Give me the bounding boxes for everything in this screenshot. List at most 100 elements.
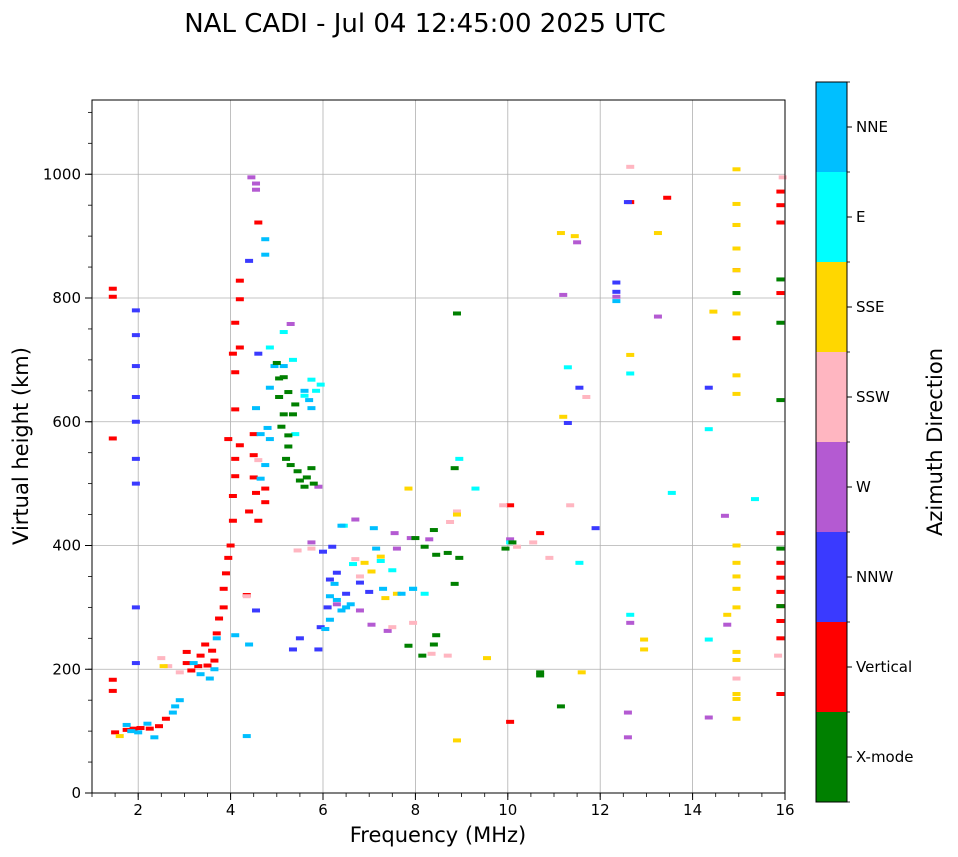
data-point (252, 187, 261, 192)
data-point (265, 437, 274, 442)
data-point (189, 661, 198, 666)
y-tick-label: 800 (52, 289, 81, 307)
data-point (275, 376, 284, 381)
data-point (732, 291, 741, 296)
data-point (175, 698, 184, 703)
data-point (471, 486, 480, 491)
data-point (427, 651, 436, 656)
grid-lines (92, 100, 786, 794)
data-point (332, 597, 341, 602)
data-point (545, 555, 554, 560)
data-point (171, 704, 180, 709)
data-point (295, 478, 304, 483)
data-point (425, 537, 434, 542)
data-point (261, 237, 270, 242)
data-point (443, 653, 452, 658)
data-point (704, 427, 713, 432)
x-tick-label: 8 (411, 801, 421, 819)
data-point (252, 608, 261, 613)
data-point (131, 395, 140, 399)
data-point (295, 636, 304, 641)
data-point (667, 490, 676, 495)
data-point (143, 721, 152, 726)
data-point (446, 519, 455, 524)
data-point (776, 398, 785, 403)
data-point (224, 437, 233, 442)
data-point (501, 546, 510, 551)
data-point (732, 605, 741, 610)
data-point (723, 622, 732, 627)
data-point (452, 512, 461, 517)
data-point (305, 398, 314, 403)
data-point (776, 291, 785, 296)
colorbar-swatch (816, 532, 847, 622)
x-tick-label: 10 (498, 801, 517, 819)
data-point (291, 432, 300, 437)
data-point (337, 523, 346, 528)
data-point (307, 546, 316, 551)
data-point (406, 536, 415, 541)
data-point (626, 620, 635, 625)
data-point (570, 234, 579, 239)
data-point (513, 544, 522, 549)
data-point (293, 548, 302, 553)
data-point (286, 321, 295, 326)
data-point (265, 385, 274, 390)
data-point (559, 414, 568, 419)
colorbar-label-item: NNW (856, 568, 893, 586)
data-point (196, 653, 205, 658)
colorbar-label-item: SSE (856, 298, 885, 316)
data-point (249, 432, 258, 437)
data-point (154, 724, 163, 729)
data-point (316, 382, 325, 387)
data-point (506, 503, 515, 508)
data-point (536, 531, 545, 536)
data-point (455, 456, 464, 461)
data-point (284, 433, 293, 438)
data-point (288, 357, 297, 362)
data-point (231, 633, 240, 638)
data-point (420, 591, 429, 596)
data-point (309, 481, 318, 486)
data-point (367, 622, 376, 627)
data-point (411, 536, 420, 541)
data-point (286, 463, 295, 468)
data-point (778, 175, 787, 180)
data-point (508, 540, 517, 545)
data-point (325, 577, 334, 582)
data-point (265, 345, 274, 350)
y-tick-label: 600 (52, 413, 81, 431)
data-point (235, 278, 244, 283)
data-point (506, 537, 515, 542)
data-point (443, 550, 452, 555)
data-point (640, 637, 649, 642)
data-point (732, 391, 741, 396)
data-point (302, 475, 311, 480)
data-point (231, 407, 240, 412)
data-point (776, 618, 785, 623)
data-point (194, 664, 203, 669)
data-point (452, 738, 461, 743)
data-point (228, 351, 237, 356)
data-point (732, 716, 741, 721)
data-point (235, 345, 244, 350)
data-point (254, 518, 263, 523)
data-point (776, 203, 785, 208)
data-point (314, 647, 323, 652)
data-point (332, 602, 341, 607)
data-point (242, 594, 251, 599)
data-point (231, 370, 240, 375)
data-point (776, 220, 785, 225)
data-point (319, 549, 327, 554)
data-point (205, 676, 214, 681)
data-point (663, 195, 672, 200)
data-point (224, 555, 233, 560)
data-point (732, 201, 741, 206)
data-point (164, 664, 173, 669)
data-points (108, 164, 787, 743)
data-point (314, 484, 323, 489)
data-point (129, 726, 138, 731)
colorbar-label-item: NNE (856, 118, 888, 136)
y-tick-label: 1000 (43, 165, 81, 183)
data-point (383, 628, 392, 633)
